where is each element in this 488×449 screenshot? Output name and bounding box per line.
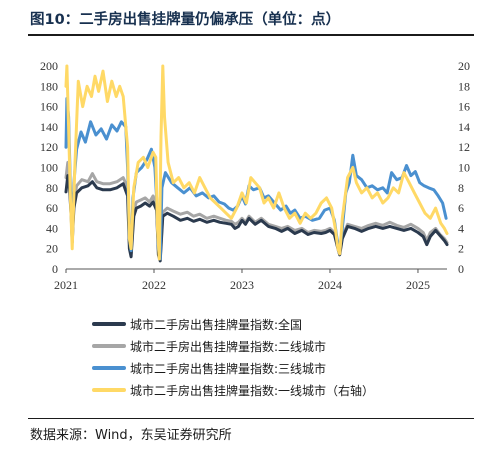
top-rule bbox=[28, 34, 474, 36]
chart-title: 图10：二手房出售挂牌量仍偏承压（单位：点） bbox=[30, 12, 341, 28]
legend-swatch-tier2 bbox=[92, 344, 126, 348]
y-right-tick-label: 16 bbox=[458, 100, 470, 114]
series-line-tier2 bbox=[64, 160, 449, 261]
y-left-tick-label: 120 bbox=[40, 140, 58, 154]
legend-label-tier3: 城市二手房出售挂牌量指数:三线城市 bbox=[130, 361, 327, 376]
x-tick-label: 2025 bbox=[406, 278, 430, 292]
y-right-tick-label: 12 bbox=[458, 140, 470, 154]
y-right-tick-label: 10 bbox=[458, 161, 470, 175]
legend-label-tier2: 城市二手房出售挂牌量指数:二线城市 bbox=[130, 339, 327, 354]
source-note: 数据来源：Wind，东吴证券研究所 bbox=[30, 428, 232, 443]
y-left-tick-label: 20 bbox=[46, 242, 58, 256]
y-left-tick-label: 180 bbox=[40, 79, 58, 93]
legend-swatch-national bbox=[92, 322, 126, 326]
x-tick-label: 2022 bbox=[142, 278, 166, 292]
y-left-tick-label: 200 bbox=[40, 59, 58, 73]
series-line-tier1 bbox=[64, 64, 449, 261]
y-right-tick-label: 20 bbox=[458, 59, 470, 73]
series-lines bbox=[64, 64, 449, 263]
y-left-tick-label: 160 bbox=[40, 100, 58, 114]
y-right-tick-label: 0 bbox=[458, 262, 464, 276]
y-left-tick-label: 80 bbox=[46, 181, 58, 195]
y-right-tick-label: 6 bbox=[458, 201, 464, 215]
x-tick-label: 2024 bbox=[318, 278, 342, 292]
y-right-tick-label: 4 bbox=[458, 221, 464, 235]
legend-label-tier1: 城市二手房出售挂牌量指数:一线城市（右轴） bbox=[130, 383, 375, 398]
y-right-tick-label: 18 bbox=[458, 79, 470, 93]
y-left-tick-label: 100 bbox=[40, 161, 58, 175]
legend-label-national: 城市二手房出售挂牌量指数:全国 bbox=[130, 317, 303, 332]
y-right-tick-label: 8 bbox=[458, 181, 464, 195]
legend: 城市二手房出售挂牌量指数:全国 城市二手房出售挂牌量指数:二线城市 城市二手房出… bbox=[92, 313, 374, 401]
x-tick-label: 2023 bbox=[230, 278, 254, 292]
y-right-tick-label: 2 bbox=[458, 242, 464, 256]
y-left-tick-label: 60 bbox=[46, 201, 58, 215]
legend-item-tier1: 城市二手房出售挂牌量指数:一线城市（右轴） bbox=[92, 379, 374, 401]
x-tick-label: 2021 bbox=[54, 278, 78, 292]
legend-swatch-tier3 bbox=[92, 366, 126, 370]
y-right-tick-label: 14 bbox=[458, 120, 470, 134]
legend-item-tier3: 城市二手房出售挂牌量指数:三线城市 bbox=[92, 357, 374, 379]
legend-swatch-tier1 bbox=[92, 388, 126, 392]
legend-item-national: 城市二手房出售挂牌量指数:全国 bbox=[92, 313, 374, 335]
bottom-rule bbox=[28, 418, 474, 419]
legend-item-tier2: 城市二手房出售挂牌量指数:二线城市 bbox=[92, 335, 374, 357]
axes: 0 20 40 60 80 100 120 140 160 180 200 0 2 4 6 8 10 12 14 16… bbox=[40, 59, 470, 292]
y-left-tick-label: 0 bbox=[52, 262, 58, 276]
y-left-tick-label: 140 bbox=[40, 120, 58, 134]
series-line-national bbox=[64, 174, 449, 263]
y-left-tick-label: 40 bbox=[46, 221, 58, 235]
